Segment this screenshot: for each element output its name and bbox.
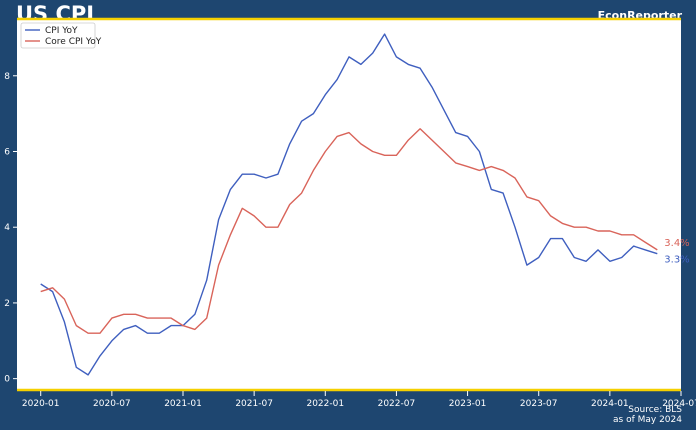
x-tick-label: 2022-07 bbox=[378, 399, 416, 409]
end-label-0: 3.3% bbox=[664, 255, 689, 266]
legend-label-cpi: CPI YoY bbox=[45, 26, 78, 36]
series-lines bbox=[40, 33, 658, 376]
series-line-0 bbox=[40, 33, 658, 376]
source-line: Source: BLS bbox=[628, 405, 682, 415]
x-tick-label: 2020-07 bbox=[93, 399, 131, 409]
y-tick-label: 6 bbox=[4, 148, 10, 158]
end-label-1: 3.4% bbox=[664, 238, 689, 249]
plot-area bbox=[17, 19, 681, 390]
x-tick-label: 2021-07 bbox=[235, 399, 273, 409]
x-tick-label: 2024-07 bbox=[662, 399, 696, 409]
as-of-line: as of May 2024 bbox=[613, 415, 682, 425]
series-line-1 bbox=[40, 128, 658, 334]
legend: CPI YoY Core CPI YoY bbox=[20, 22, 102, 49]
x-tick-label: 2022-01 bbox=[306, 399, 344, 409]
y-tick-label: 4 bbox=[4, 223, 10, 233]
x-tick-label: 2023-01 bbox=[449, 399, 487, 409]
x-tick-label: 2023-07 bbox=[520, 399, 558, 409]
end-labels: 3.3% 3.4% bbox=[664, 238, 689, 266]
y-tick-label: 8 bbox=[4, 72, 10, 82]
x-axis: 2020-01 2020-07 2021-01 2021-07 2022-01 2022-… bbox=[22, 391, 696, 409]
x-tick-label: 2021-01 bbox=[164, 399, 202, 409]
legend-box bbox=[20, 22, 96, 49]
x-tick-label: 2024-01 bbox=[591, 399, 629, 409]
legend-label-core: Core CPI YoY bbox=[45, 37, 102, 47]
y-tick-label: 2 bbox=[4, 299, 10, 309]
x-tick-label: 2020-01 bbox=[22, 399, 60, 409]
source-note: Source: BLS as of May 2024 bbox=[613, 405, 682, 425]
y-tick-label: 0 bbox=[4, 375, 10, 385]
y-axis: 0 2 4 6 8 bbox=[4, 72, 17, 385]
